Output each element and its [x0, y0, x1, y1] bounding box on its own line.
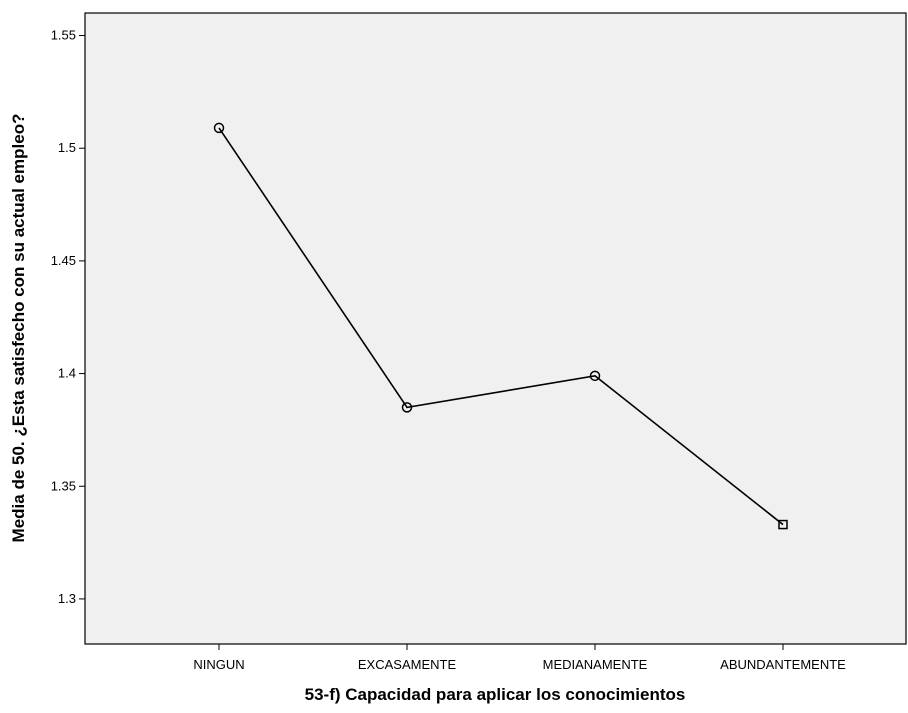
plot-area — [84, 12, 907, 645]
y-tick-label: 1.5 — [58, 140, 76, 155]
y-tick-label: 1.4 — [58, 366, 76, 381]
x-tick-label: NINGUN — [193, 657, 244, 672]
data-point — [213, 122, 225, 134]
x-tick-label: MEDIANAMENTE — [543, 657, 648, 672]
x-tick-label: ABUNDANTEMENTE — [720, 657, 846, 672]
x-tick-label: EXCASAMENTE — [358, 657, 457, 672]
y-axis: 1.3 1.35 1.4 1.45 1.5 1.55 — [51, 28, 85, 606]
y-tick-label: 1.45 — [51, 253, 76, 268]
y-tick-label: 1.35 — [51, 478, 76, 493]
y-tick-label: 1.55 — [51, 28, 76, 43]
x-axis-title: 53-f) Capacidad para aplicar los conocim… — [305, 685, 686, 704]
data-point — [589, 370, 601, 382]
data-point — [401, 402, 413, 413]
series-layer — [213, 122, 788, 530]
y-axis-title: Media de 50. ¿Esta satisfecho con su act… — [9, 114, 28, 543]
data-point — [778, 519, 788, 530]
y-tick-label: 1.3 — [58, 591, 76, 606]
x-axis: NINGUN EXCASAMENTE MEDIANAMENTE ABUNDANTEME… — [193, 644, 846, 672]
series-line — [218, 127, 784, 526]
